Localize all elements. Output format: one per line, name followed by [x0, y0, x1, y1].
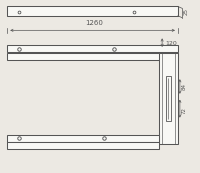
Text: 25: 25 — [183, 8, 188, 15]
Text: 120: 120 — [165, 41, 177, 46]
Bar — [7, 142, 159, 149]
Bar — [159, 53, 178, 144]
Bar — [7, 53, 178, 60]
Bar — [7, 7, 178, 16]
Text: 84: 84 — [182, 83, 187, 90]
Bar — [7, 135, 159, 142]
Text: 72: 72 — [182, 107, 187, 114]
Bar — [7, 45, 178, 52]
Text: 1260: 1260 — [85, 20, 103, 26]
Bar — [166, 76, 171, 121]
